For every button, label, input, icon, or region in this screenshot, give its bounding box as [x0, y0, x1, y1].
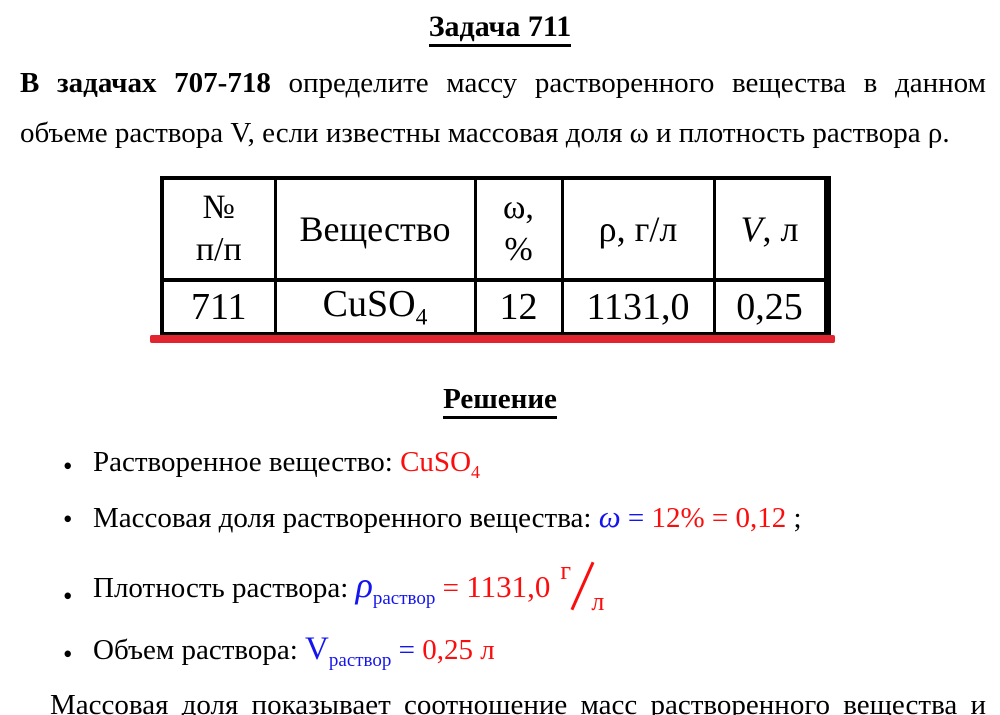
cell-substance: CuSO4: [273, 278, 477, 336]
intro-bold-range: В задачах 707-718: [20, 67, 271, 99]
volume-symbol: V: [305, 630, 329, 667]
header-volume-unit: , л: [762, 209, 799, 249]
bullet-mass-fraction: Массовая доля растворенного вещества: ω …: [63, 499, 985, 535]
mass-fraction-semicolon: ;: [786, 501, 802, 534]
solution-bullet-list: Растворенное вещество: CuSO4 Массовая до…: [20, 440, 985, 688]
cell-volume: 0,25: [712, 278, 829, 336]
bullet-solute: Растворенное вещество: CuSO4: [63, 446, 985, 483]
page-title: Задача 711: [0, 10, 1000, 47]
cell-omega: 12: [473, 278, 564, 336]
footer-paragraph: Массовая доля показывает соотношение мас…: [50, 689, 986, 715]
cell-num: 711: [160, 278, 277, 336]
problem-table-wrap: № п/п Вещество ω, % ρ, г/л V, л 711 CuSO…: [160, 176, 831, 336]
volume-equals: =: [391, 633, 423, 666]
unit-numerator: г: [560, 555, 571, 585]
density-label: Плотность раствора:: [93, 571, 356, 604]
volume-label: Объем раствора:: [93, 633, 306, 666]
header-volume-symbol: V: [740, 209, 763, 249]
substance-formula-subscript: 4: [415, 304, 428, 331]
header-omega-line1: ω,: [503, 189, 534, 226]
header-cell-omega: ω, %: [473, 176, 564, 282]
substance-formula: CuSO: [322, 283, 416, 325]
density-equals: =: [435, 571, 467, 604]
header-cell-num: № п/п: [160, 176, 277, 282]
header-num-line2: п/п: [195, 231, 242, 268]
header-cell-density: ρ, г/л: [560, 176, 716, 282]
solution-heading-text: Решение: [443, 383, 557, 419]
omega-symbol: ω: [598, 498, 621, 534]
bullet-density: Плотность раствора: ρраствор = 1131,0гл: [63, 555, 985, 616]
page-title-text: Задача 711: [428, 10, 572, 47]
header-num-line1: №: [202, 189, 235, 226]
solution-heading: Решение: [0, 383, 1000, 419]
cell-density: 1131,0: [560, 278, 716, 336]
bullet-solute-label: Растворенное вещество:: [93, 446, 401, 478]
header-omega-line2: %: [504, 231, 533, 268]
rho-subscript: раствор: [372, 587, 436, 609]
rho-symbol: ρ: [355, 564, 373, 605]
mass-fraction-value: 12% = 0,12: [651, 501, 787, 534]
table-data-row: 711 CuSO4 12 1131,0 0,25: [160, 278, 829, 336]
solute-chem-sub: 4: [471, 461, 480, 482]
mass-fraction-equals: =: [620, 501, 652, 534]
header-cell-volume: V, л: [712, 176, 829, 282]
solute-chem-base: CuSO: [400, 446, 472, 478]
intro-text: определите массу растворенного вещества …: [20, 67, 986, 149]
mass-fraction-label: Массовая доля растворенного вещества:: [93, 501, 599, 534]
density-value: 1131,0: [466, 568, 551, 604]
solute-chem-formula: CuSO4: [400, 446, 480, 482]
bullet-volume: Объем раствора: Vраствор = 0,25 л: [63, 631, 985, 672]
header-cell-substance: Вещество: [273, 176, 477, 282]
volume-value: 0,25 л: [422, 633, 495, 666]
intro-paragraph: В задачах 707-718 определите массу раств…: [20, 58, 986, 158]
unit-denominator: л: [591, 586, 605, 616]
volume-subscript: раствор: [328, 649, 392, 671]
problem-table: № п/п Вещество ω, % ρ, г/л V, л 711 CuSO…: [160, 176, 831, 336]
red-divider-line: [150, 335, 835, 343]
table-header-row: № п/п Вещество ω, % ρ, г/л V, л: [160, 176, 829, 282]
